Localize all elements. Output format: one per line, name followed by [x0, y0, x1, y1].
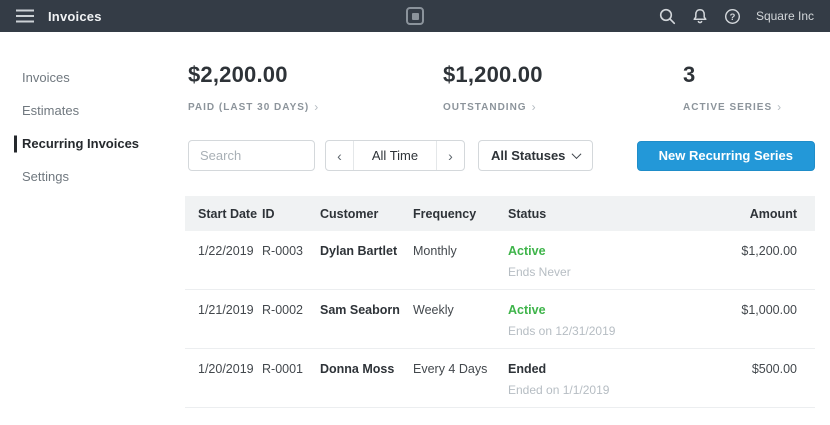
filters-row: ‹ All Time › All Statuses New Recurring …: [188, 140, 815, 171]
recurring-invoices-table: Start Date ID Customer Frequency Status …: [185, 196, 815, 408]
square-logo-icon: [406, 7, 424, 25]
stat-paid-link[interactable]: PAID (LAST 30 DAYS) ›: [188, 100, 320, 114]
notifications-bell-icon[interactable]: [691, 8, 709, 25]
main-content: $2,200.00 PAID (LAST 30 DAYS) › $1,200.0…: [185, 32, 830, 425]
column-header-frequency: Frequency: [413, 206, 477, 221]
table-row[interactable]: 1/20/2019 R-0001 Donna Moss Every 4 Days…: [185, 349, 815, 408]
account-name[interactable]: Square Inc: [755, 9, 814, 23]
chevron-down-icon: [571, 149, 582, 160]
page-title: Invoices: [48, 8, 102, 24]
column-header-amount: Amount: [749, 206, 797, 221]
sidebar-item-label: Invoices: [22, 70, 70, 85]
date-range-label[interactable]: All Time: [353, 141, 437, 170]
chevron-right-icon: ›: [314, 100, 320, 114]
column-header-customer: Customer: [320, 206, 379, 221]
status-badge: Ended: [508, 362, 547, 376]
stat-paid-value: $2,200.00: [188, 62, 288, 87]
stat-active-series: 3 ACTIVE SERIES ›: [683, 62, 782, 113]
sidebar-item-recurring-invoices[interactable]: Recurring Invoices: [0, 127, 185, 160]
date-range-control: ‹ All Time ›: [325, 140, 465, 171]
svg-text:?: ?: [730, 11, 736, 22]
status-detail: Ends Never: [508, 265, 571, 279]
new-recurring-series-button[interactable]: New Recurring Series: [636, 140, 815, 171]
table-body: 1/22/2019 R-0003 Dylan Bartlet Monthly A…: [185, 231, 815, 408]
previous-period-button[interactable]: ‹: [337, 147, 342, 164]
status-detail: Ended on 1/1/2019: [508, 383, 610, 397]
stat-active-series-value: 3: [683, 62, 696, 87]
stat-outstanding: $1,200.00 OUTSTANDING ›: [443, 62, 683, 113]
sidebar-item-settings[interactable]: Settings: [0, 160, 185, 193]
table-row[interactable]: 1/21/2019 R-0002 Sam Seaborn Weekly Acti…: [185, 290, 815, 349]
stats-row: $2,200.00 PAID (LAST 30 DAYS) › $1,200.0…: [188, 62, 815, 113]
sidebar-item-label: Settings: [22, 169, 69, 184]
table-row[interactable]: 1/22/2019 R-0003 Dylan Bartlet Monthly A…: [185, 231, 815, 290]
stat-paid: $2,200.00 PAID (LAST 30 DAYS) ›: [188, 62, 443, 113]
sidebar-item-invoices[interactable]: Invoices: [0, 61, 185, 94]
chevron-right-icon: ›: [777, 100, 783, 114]
help-icon[interactable]: ?: [724, 8, 741, 25]
sidebar-item-label: Recurring Invoices: [22, 136, 140, 151]
chevron-right-icon: ›: [531, 100, 537, 114]
status-badge: Active: [508, 303, 546, 317]
stat-outstanding-link[interactable]: OUTSTANDING ›: [443, 100, 537, 114]
column-header-status: Status: [508, 206, 547, 221]
column-header-id: ID: [262, 206, 275, 221]
sidebar-item-label: Estimates: [22, 103, 80, 118]
table-header: Start Date ID Customer Frequency Status …: [185, 196, 815, 231]
search-input[interactable]: [188, 140, 315, 171]
stat-outstanding-value: $1,200.00: [443, 62, 543, 87]
hamburger-menu-icon[interactable]: [16, 9, 34, 23]
sidebar-item-estimates[interactable]: Estimates: [0, 94, 185, 127]
next-period-button[interactable]: ›: [448, 147, 453, 164]
stat-active-series-link[interactable]: ACTIVE SERIES ›: [683, 100, 783, 114]
sidebar-nav: Invoices Estimates Recurring Invoices Se…: [0, 32, 185, 425]
search-icon[interactable]: [659, 8, 676, 25]
status-filter-dropdown[interactable]: All Statuses: [478, 140, 594, 171]
column-header-start-date: Start Date: [198, 206, 258, 221]
topbar: Invoices ? Square Inc: [0, 0, 830, 32]
status-detail: Ends on 12/31/2019: [508, 324, 616, 338]
status-badge: Active: [508, 244, 546, 258]
